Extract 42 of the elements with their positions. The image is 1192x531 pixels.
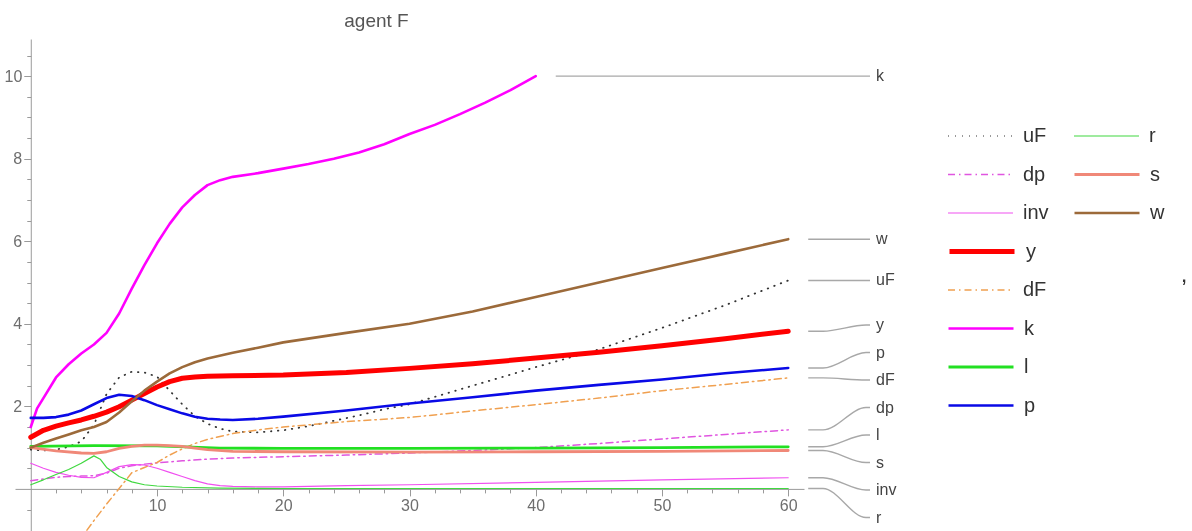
line-series	[29, 237, 790, 449]
legend-label: s	[1150, 162, 1160, 185]
x-tick-label: 20	[274, 497, 293, 515]
text: dF	[876, 371, 895, 389]
legend-label: p	[1024, 393, 1036, 416]
line-series	[30, 462, 789, 488]
x-tick-label: 10	[148, 497, 167, 515]
text: p	[876, 343, 885, 361]
x-tick-label: 30	[401, 497, 419, 515]
legend-label: y	[1026, 239, 1036, 262]
line-series	[29, 279, 790, 452]
x-tick-label: 60	[779, 497, 798, 515]
legend-label: inv	[1023, 201, 1049, 223]
text: y	[876, 316, 884, 334]
legend-label: uF	[1023, 124, 1047, 146]
line-series	[29, 74, 538, 429]
line-series	[29, 366, 790, 422]
text: r	[876, 508, 882, 526]
y-tick-label: 4	[13, 315, 23, 333]
text: uF	[876, 271, 895, 289]
text: s	[876, 453, 884, 471]
legend-label: k	[1024, 316, 1035, 339]
text: dp	[876, 398, 894, 416]
x-tick-label: 40	[527, 497, 546, 515]
legend-label: dp	[1023, 162, 1046, 185]
chart-title: agent F	[344, 10, 409, 31]
text: k	[876, 67, 884, 85]
text: l	[876, 426, 880, 444]
text: ,	[1180, 260, 1188, 287]
legend-label: w	[1149, 201, 1165, 223]
legend-label: r	[1149, 124, 1156, 146]
y-tick-label: 8	[13, 150, 23, 168]
text: inv	[876, 481, 897, 499]
line-series	[30, 455, 789, 490]
line-series	[29, 443, 790, 455]
y-tick-label: 6	[13, 232, 23, 250]
y-tick-label: 2	[13, 397, 23, 415]
legend-label: dF	[1023, 278, 1047, 300]
legend-label: l	[1024, 355, 1029, 377]
y-tick-label: 10	[4, 67, 23, 85]
text: w	[876, 230, 888, 248]
x-tick-label: 50	[653, 497, 672, 515]
